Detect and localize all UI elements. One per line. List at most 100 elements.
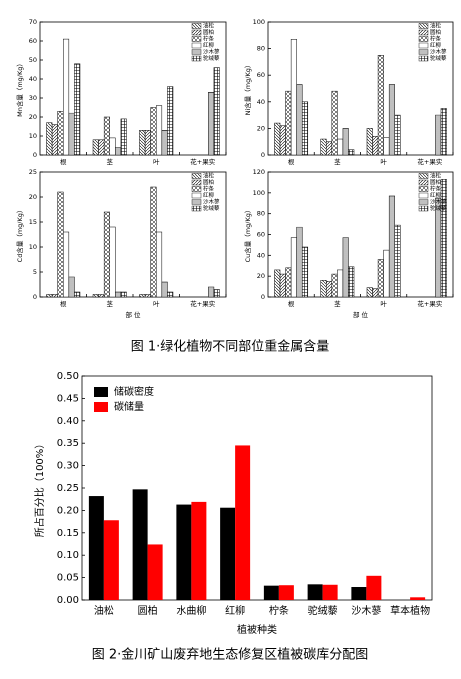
bar (274, 122, 281, 156)
bar (348, 266, 355, 298)
legend-label: 柠条 (203, 35, 215, 43)
bar (435, 197, 442, 298)
legend-label: 红柳 (430, 191, 442, 199)
bar (394, 224, 401, 298)
bar (120, 118, 127, 156)
bar (98, 294, 105, 298)
y-tick-label: 0.20 (57, 505, 79, 516)
bar (435, 114, 442, 156)
bar (278, 585, 294, 600)
y-tick-label: 60 (29, 37, 37, 45)
bar (342, 128, 349, 156)
legend-label: 沙木蓼 (430, 48, 447, 56)
legend-swatch (191, 186, 202, 192)
legend-swatch (418, 186, 429, 192)
legend-swatch (418, 49, 429, 55)
legend-label: 油松 (430, 22, 442, 30)
bar (326, 141, 333, 156)
y-tick-label: 10 (29, 243, 37, 251)
bar (410, 597, 426, 600)
y-tick-label: 10 (29, 132, 37, 140)
bar (279, 273, 286, 298)
legend-label: 圆柏 (203, 178, 214, 186)
x-tick-label: 红柳 (225, 604, 245, 617)
legend-label: 油松 (430, 172, 442, 180)
x-tick-label: 草本植物 (390, 604, 430, 617)
bar (220, 507, 236, 600)
x-axis-label: 部 位 (125, 310, 141, 319)
bar (440, 108, 447, 156)
legend-label: 柠条 (203, 185, 215, 193)
y-tick-label: 0.40 (57, 416, 79, 427)
bar (109, 226, 116, 298)
x-axis-label: 植被种类 (237, 623, 277, 636)
bar (296, 84, 303, 156)
legend-label: 圆柏 (430, 28, 441, 36)
bar (285, 90, 292, 156)
x-tick-label: 花+果实 (190, 157, 215, 166)
legend-swatch (94, 402, 108, 412)
y-tick-label: 80 (257, 45, 265, 53)
bar (279, 125, 286, 156)
bar (161, 130, 168, 156)
bar (147, 544, 163, 600)
legend-swatch (191, 42, 202, 49)
y-axis-label: Cd含量（mg/Kg） (15, 207, 24, 263)
bar (383, 137, 390, 156)
legend-swatch (418, 173, 429, 179)
legend-swatch (191, 36, 202, 42)
bar (63, 38, 70, 156)
legend-swatch (418, 36, 429, 42)
legend-swatch (191, 29, 202, 36)
bar (320, 280, 327, 298)
x-tick-label: 驼绒藜 (308, 604, 338, 617)
legend-label: 油松 (203, 172, 215, 180)
bar (377, 259, 384, 298)
bar (351, 587, 367, 600)
bar (57, 191, 64, 298)
y-tick-label: 0.10 (57, 550, 79, 561)
legend-swatch (191, 205, 202, 212)
x-tick-label: 沙木蓼 (351, 604, 381, 617)
bar (167, 291, 174, 298)
bar (68, 112, 75, 156)
bar (213, 289, 220, 298)
bar (103, 116, 110, 156)
bar (144, 130, 151, 156)
bar (103, 520, 119, 600)
x-tick-label: 叶 (153, 299, 160, 308)
legend-label: 柠条 (430, 185, 442, 193)
y-tick-label: 70 (29, 18, 37, 26)
bar (296, 226, 303, 298)
bar (63, 231, 70, 298)
y-tick-label: 80 (257, 210, 265, 218)
legend-swatch (418, 199, 429, 205)
bar (235, 445, 251, 600)
y-tick-label: 0.45 (57, 393, 79, 404)
legend-swatch (191, 192, 202, 199)
bar (139, 294, 146, 298)
bar (150, 107, 157, 156)
y-tick-label: 20 (29, 193, 37, 201)
y-tick-label: 25 (29, 168, 37, 176)
x-tick-label: 根 (288, 157, 295, 166)
bar (337, 269, 344, 298)
x-tick-label: 茎 (334, 299, 341, 308)
legend-swatch (418, 23, 429, 29)
legend-label: 沙木蓼 (203, 198, 220, 206)
y-tick-label: 0 (33, 293, 37, 301)
bar (144, 294, 151, 298)
bar (74, 63, 81, 156)
x-tick-label: 叶 (153, 157, 160, 166)
bar (388, 84, 395, 156)
bar (92, 294, 99, 298)
legend-label: 沙木蓼 (430, 198, 447, 206)
bar (322, 584, 338, 600)
y-axis-label: Mn含量（mg/Kg） (15, 60, 24, 117)
bar (394, 114, 401, 156)
bar (103, 211, 110, 298)
y-tick-label: 0 (261, 151, 265, 159)
legend-swatch (191, 55, 202, 62)
legend-swatch (191, 179, 202, 186)
bar (139, 130, 146, 156)
